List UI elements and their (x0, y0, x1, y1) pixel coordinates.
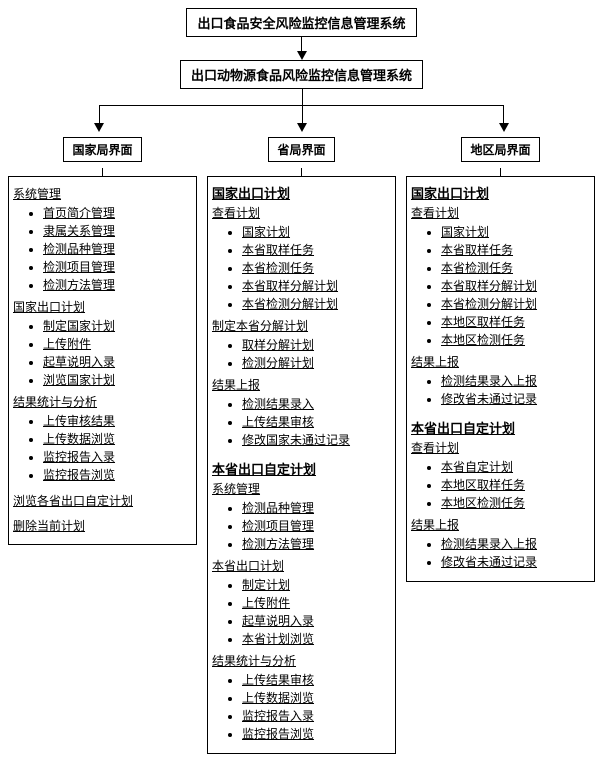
item-list: 检测品种管理检测项目管理检测方法管理 (212, 499, 391, 553)
columns: 国家局界面 系统管理首页简介管理隶属关系管理检测品种管理检测项目管理检测方法管理… (8, 137, 595, 754)
list-item[interactable]: 监控报告浏览 (242, 725, 391, 743)
section-title: 系统管理 (212, 480, 391, 497)
list-item[interactable]: 国家计划 (441, 223, 590, 241)
list-item[interactable]: 本地区取样任务 (441, 313, 590, 331)
section-title: 结果统计与分析 (13, 393, 192, 410)
list-item[interactable]: 检测结果录入上报 (441, 372, 590, 390)
list-item[interactable]: 制定国家计划 (43, 317, 192, 335)
root-row: 出口食品安全风险监控信息管理系统 (8, 8, 595, 37)
list-item[interactable]: 监控报告入录 (43, 448, 192, 466)
col-1: 省局界面 国家出口计划查看计划国家计划本省取样任务本省检测任务本省取样分解计划本… (207, 137, 396, 754)
section-title: 本省出口自定计划 (212, 459, 391, 478)
col-1-header: 省局界面 (268, 137, 334, 162)
section-title: 国家出口计划 (212, 183, 391, 202)
root-node: 出口食品安全风险监控信息管理系统 (186, 8, 416, 37)
item-list: 本省自定计划本地区取样任务本地区检测任务 (411, 458, 590, 512)
list-item[interactable]: 起草说明入录 (43, 353, 192, 371)
col-0-body: 系统管理首页简介管理隶属关系管理检测品种管理检测项目管理检测方法管理国家出口计划… (8, 176, 197, 545)
list-item[interactable]: 检测结果录入上报 (441, 535, 590, 553)
list-item[interactable]: 本省取样分解计划 (441, 277, 590, 295)
list-item[interactable]: 本省检测分解计划 (242, 295, 391, 313)
list-item[interactable]: 本地区检测任务 (441, 494, 590, 512)
list-item[interactable]: 修改省未通过记录 (441, 553, 590, 571)
list-item[interactable]: 修改省未通过记录 (441, 390, 590, 408)
item-list: 检测结果录入上报修改省未通过记录 (411, 372, 590, 408)
col-1-body: 国家出口计划查看计划国家计划本省取样任务本省检测任务本省取样分解计划本省检测分解… (207, 176, 396, 754)
list-item[interactable]: 隶属关系管理 (43, 222, 192, 240)
section-title: 查看计划 (411, 439, 590, 456)
col-2: 地区局界面 国家出口计划查看计划国家计划本省取样任务本省检测任务本省取样分解计划… (406, 137, 595, 582)
list-item[interactable]: 检测结果录入 (242, 395, 391, 413)
list-item[interactable]: 上传附件 (43, 335, 192, 353)
section-title: 本省出口计划 (212, 557, 391, 574)
item-list: 上传审核结果上传数据浏览监控报告入录监控报告浏览 (13, 412, 192, 484)
list-item[interactable]: 检测分解计划 (242, 354, 391, 372)
col-2-body: 国家出口计划查看计划国家计划本省取样任务本省检测任务本省取样分解计划本省检测分解… (406, 176, 595, 582)
list-item[interactable]: 上传附件 (242, 594, 391, 612)
list-item[interactable]: 本省取样任务 (242, 241, 391, 259)
list-item[interactable]: 本地区取样任务 (441, 476, 590, 494)
section-title: 系统管理 (13, 185, 192, 202)
col-0-header: 国家局界面 (63, 137, 141, 162)
section-title: 查看计划 (212, 204, 391, 221)
list-item[interactable]: 监控报告浏览 (43, 466, 192, 484)
item-list: 检测结果录入上报修改省未通过记录 (411, 535, 590, 571)
section-title: 结果上报 (411, 516, 590, 533)
item-list: 首页简介管理隶属关系管理检测品种管理检测项目管理检测方法管理 (13, 204, 192, 294)
col-2-header: 地区局界面 (461, 137, 539, 162)
level2-node: 出口动物源食品风险监控信息管理系统 (180, 60, 423, 89)
item-list: 取样分解计划检测分解计划 (212, 336, 391, 372)
list-item[interactable]: 上传结果审核 (242, 413, 391, 431)
list-item[interactable]: 本省计划浏览 (242, 630, 391, 648)
branch-connector (8, 89, 595, 137)
list-item[interactable]: 本省检测任务 (242, 259, 391, 277)
standalone-link[interactable]: 浏览各省出口自定计划 (13, 492, 192, 509)
list-item[interactable]: 检测项目管理 (242, 517, 391, 535)
list-item[interactable]: 监控报告入录 (242, 707, 391, 725)
section-title: 结果统计与分析 (212, 652, 391, 669)
list-item[interactable]: 上传数据浏览 (242, 689, 391, 707)
connector (301, 37, 302, 51)
list-item[interactable]: 本省自定计划 (441, 458, 590, 476)
list-item[interactable]: 检测品种管理 (242, 499, 391, 517)
section-title: 结果上报 (411, 353, 590, 370)
list-item[interactable]: 本省取样分解计划 (242, 277, 391, 295)
list-item[interactable]: 本省取样任务 (441, 241, 590, 259)
list-item[interactable]: 首页简介管理 (43, 204, 192, 222)
list-item[interactable]: 检测品种管理 (43, 240, 192, 258)
list-item[interactable]: 修改国家未通过记录 (242, 431, 391, 449)
list-item[interactable]: 制定计划 (242, 576, 391, 594)
section-title: 国家出口计划 (411, 183, 590, 202)
col-0: 国家局界面 系统管理首页简介管理隶属关系管理检测品种管理检测项目管理检测方法管理… (8, 137, 197, 545)
list-item[interactable]: 上传审核结果 (43, 412, 192, 430)
item-list: 制定国家计划上传附件起草说明入录浏览国家计划 (13, 317, 192, 389)
list-item[interactable]: 上传数据浏览 (43, 430, 192, 448)
list-item[interactable]: 检测方法管理 (43, 276, 192, 294)
section-title: 查看计划 (411, 204, 590, 221)
list-item[interactable]: 本省检测任务 (441, 259, 590, 277)
list-item[interactable]: 检测方法管理 (242, 535, 391, 553)
list-item[interactable]: 检测项目管理 (43, 258, 192, 276)
item-list: 国家计划本省取样任务本省检测任务本省取样分解计划本省检测分解计划 (212, 223, 391, 313)
item-list: 上传结果审核上传数据浏览监控报告入录监控报告浏览 (212, 671, 391, 743)
list-item[interactable]: 上传结果审核 (242, 671, 391, 689)
list-item[interactable]: 国家计划 (242, 223, 391, 241)
section-title: 结果上报 (212, 376, 391, 393)
arrow (8, 51, 595, 60)
level2-row: 出口动物源食品风险监控信息管理系统 (8, 60, 595, 89)
section-title: 本省出口自定计划 (411, 418, 590, 437)
list-item[interactable]: 本地区检测任务 (441, 331, 590, 349)
item-list: 国家计划本省取样任务本省检测任务本省取样分解计划本省检测分解计划本地区取样任务本… (411, 223, 590, 349)
list-item[interactable]: 起草说明入录 (242, 612, 391, 630)
list-item[interactable]: 本省检测分解计划 (441, 295, 590, 313)
section-title: 制定本省分解计划 (212, 317, 391, 334)
item-list: 制定计划上传附件起草说明入录本省计划浏览 (212, 576, 391, 648)
section-title: 国家出口计划 (13, 298, 192, 315)
item-list: 检测结果录入上传结果审核修改国家未通过记录 (212, 395, 391, 449)
standalone-link[interactable]: 删除当前计划 (13, 517, 192, 534)
list-item[interactable]: 浏览国家计划 (43, 371, 192, 389)
list-item[interactable]: 取样分解计划 (242, 336, 391, 354)
